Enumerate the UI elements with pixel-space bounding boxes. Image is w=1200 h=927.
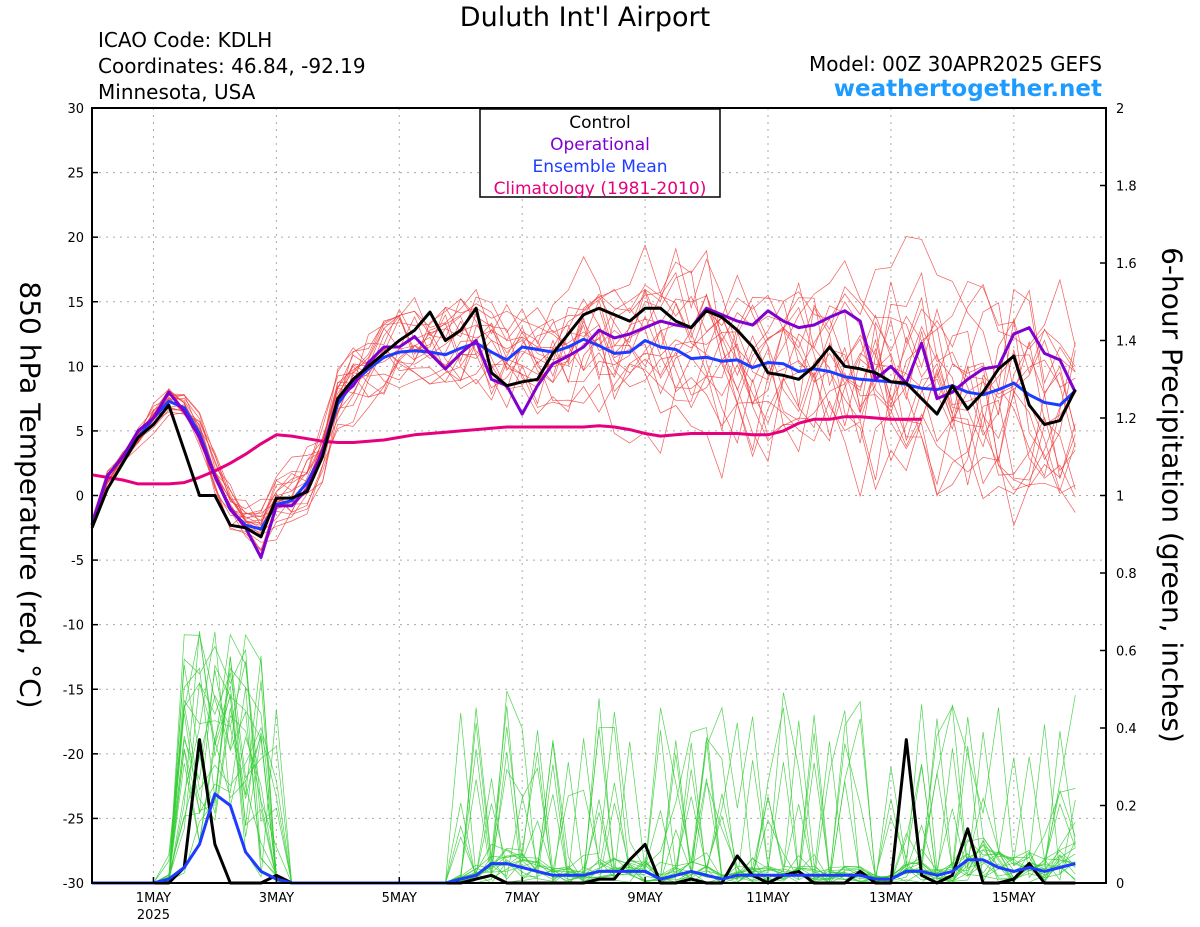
legend-entry-climatology-1981-2010: Climatology (1981-2010) <box>494 179 707 199</box>
x-tick-label: 11MAY <box>746 891 790 906</box>
precip-member-line <box>92 655 1076 884</box>
x-tick-label: 9MAY <box>627 891 662 906</box>
y-left-tick-label: 15 <box>67 296 84 311</box>
temp-member-line <box>91 260 1076 552</box>
y-left-tick-label: -5 <box>71 554 84 569</box>
temp-member-line <box>91 308 1076 536</box>
y-left-tick-label: -20 <box>63 748 84 763</box>
y-left-tick-label: 20 <box>67 231 84 246</box>
y-right-tick-label: 1.8 <box>1116 180 1137 195</box>
y-right-tick-label: 1.6 <box>1116 257 1137 272</box>
chart-title: Duluth Int'l Airport <box>459 2 711 33</box>
x-tick-label: 13MAY <box>869 891 913 906</box>
y-left-tick-label: 5 <box>76 425 84 440</box>
x-tick-sublabel: 2025 <box>137 908 170 923</box>
y-left-tick-label: -25 <box>63 812 84 827</box>
temp-member-line <box>91 247 1076 528</box>
x-tick-label: 5MAY <box>382 891 417 906</box>
legend-box <box>479 108 721 198</box>
temp-line-climatology-1981-2010 <box>91 415 922 486</box>
x-tick-label: 3MAY <box>259 891 294 906</box>
precip-member-line <box>92 670 1076 884</box>
precip-member-line <box>92 645 1076 884</box>
precip-member-line <box>92 685 1076 884</box>
temp-member-line <box>91 249 1076 526</box>
y-left-tick-label: 25 <box>67 167 84 182</box>
location: Minnesota, USA <box>98 80 256 104</box>
legend-entry-ensemble-mean: Ensemble Mean <box>532 157 667 177</box>
y-right-tick-label: 0.2 <box>1116 800 1137 815</box>
x-tick-label: 1MAY <box>136 891 171 906</box>
y-right-tick-label: 1 <box>1116 490 1124 505</box>
legend-entry-operational: Operational <box>550 135 650 155</box>
y-right-tick-label: 1.2 <box>1116 412 1137 427</box>
y-left-tick-label: 0 <box>76 490 84 505</box>
precip-line-ensemble-mean <box>92 792 1076 885</box>
temp-member-line <box>91 280 1076 529</box>
y-left-tick-label: -10 <box>63 619 84 634</box>
temp-line-operational <box>90 306 1077 559</box>
precip-member-line <box>92 633 1076 884</box>
precip-member-line <box>92 631 1076 884</box>
temp-member-line <box>91 302 1076 551</box>
y-left-tick-label: -15 <box>63 683 84 698</box>
y-right-tick-label: 0 <box>1116 877 1124 892</box>
temp-member-line <box>91 256 1076 527</box>
temp-line-control <box>90 306 1077 539</box>
x-tick-label: 7MAY <box>505 891 540 906</box>
icao-code: ICAO Code: KDLH <box>98 28 273 52</box>
temp-member-line <box>91 236 1076 523</box>
y-left-tick-label: -30 <box>63 877 84 892</box>
precip-member-line <box>92 686 1076 884</box>
legend-entry-control: Control <box>569 113 630 133</box>
x-tick-label: 15MAY <box>992 891 1036 906</box>
y-left-tick-label: 30 <box>67 102 84 117</box>
y-left-tick-label: 10 <box>67 360 84 375</box>
temp-line-ensemble-mean <box>90 337 1077 531</box>
y-right-tick-label: 1.4 <box>1116 335 1137 350</box>
temp-member-line <box>91 311 1076 522</box>
temp-member-line <box>91 283 1076 523</box>
axes: 302520151050-5-10-15-20-25-3021.81.61.41… <box>63 102 1137 923</box>
y-right-tick-label: 0.8 <box>1116 567 1137 582</box>
model-info: Model: 00Z 30APR2025 GEFS <box>809 52 1102 76</box>
temp-member-line <box>91 296 1076 543</box>
series-lines <box>90 306 1077 885</box>
coordinates: Coordinates: 46.84, -92.19 <box>98 54 366 78</box>
y-right-tick-label: 0.6 <box>1116 645 1137 660</box>
y-right-tick-label: 2 <box>1116 102 1124 117</box>
site-link[interactable]: weathertogether.net <box>833 76 1102 102</box>
temp-member-line <box>91 244 1076 529</box>
temp-member-line <box>91 281 1076 527</box>
precip-member-line <box>92 667 1076 884</box>
y-right-tick-label: 0.4 <box>1116 722 1137 737</box>
